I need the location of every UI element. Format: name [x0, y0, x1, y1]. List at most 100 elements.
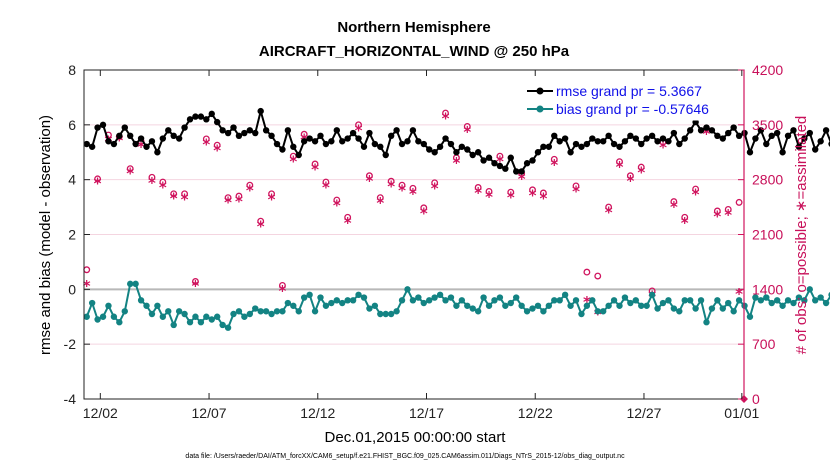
obs-possible-point — [637, 163, 645, 171]
bias-point — [295, 308, 302, 315]
rmse-point — [491, 160, 498, 167]
rmse-point — [784, 132, 792, 139]
bias-point — [491, 297, 498, 304]
obs-assimilated-point: * — [496, 153, 504, 171]
obs-possible-point — [224, 194, 232, 202]
rmse-point — [132, 140, 139, 148]
obs-possible-point — [202, 135, 210, 143]
rmse-point — [121, 124, 128, 131]
obs-possible-point — [94, 175, 102, 183]
rmse-point — [599, 138, 607, 145]
obs-possible-point — [420, 204, 428, 212]
obs-possible-point — [550, 155, 558, 163]
bias-point — [170, 321, 177, 329]
obs-possible-point — [529, 186, 536, 194]
rmse-point — [578, 143, 585, 150]
bias-point — [735, 297, 743, 304]
obs-possible-point — [485, 187, 493, 195]
rmse-point — [790, 127, 797, 134]
obs-possible-point — [431, 179, 439, 187]
x-tick-label: 12/17 — [409, 405, 444, 421]
obs-possible-point — [387, 177, 395, 185]
obs-assimilated-point: * — [311, 160, 319, 178]
obs-assimilated-point: * — [518, 170, 526, 188]
rmse-point — [404, 138, 411, 145]
bias-point — [137, 297, 145, 304]
rmse-point — [697, 127, 705, 134]
bias-point — [578, 310, 585, 318]
rmse-point — [208, 110, 215, 118]
legend-box — [521, 81, 743, 121]
rmse-point — [246, 127, 254, 134]
legend-bias-marker — [536, 105, 544, 113]
rmse-point — [681, 135, 688, 142]
bias-point — [697, 297, 705, 304]
rmse-point — [387, 132, 395, 139]
rmse-point — [295, 151, 302, 159]
bias-point — [812, 297, 819, 304]
rmse-point — [551, 132, 558, 139]
obs-possible-point — [213, 141, 221, 149]
rmse-point — [192, 113, 199, 120]
bias-point — [523, 308, 531, 315]
obs-assimilated-point: * — [529, 186, 537, 204]
rmse-point — [513, 168, 520, 175]
obs-possible-point — [507, 188, 515, 196]
rmse-point — [746, 149, 754, 156]
rmse-point — [507, 154, 514, 161]
obs-assimilated-point: * — [289, 153, 297, 171]
bias-point — [360, 294, 368, 301]
rmse-point — [654, 138, 661, 145]
rmse-point — [801, 135, 808, 142]
obs-assimilated-point: * — [94, 175, 102, 193]
bias-point — [181, 310, 188, 318]
obs-possible-point — [148, 173, 156, 181]
y2-tick-label: 3500 — [752, 117, 783, 133]
rmse-point — [795, 143, 803, 150]
bias-point — [447, 294, 455, 301]
bias-point — [458, 297, 466, 304]
bias-point — [398, 297, 406, 304]
rmse-point — [822, 127, 830, 134]
obs-assimilated-point: * — [681, 214, 689, 232]
bias-point — [105, 302, 112, 309]
rmse-point — [197, 113, 205, 120]
bias-point — [746, 313, 754, 320]
bias-point — [339, 299, 346, 307]
bias-point — [529, 305, 536, 312]
rmse-point — [360, 143, 368, 150]
bias-point — [795, 294, 803, 301]
rmse-point — [349, 129, 357, 137]
obs-possible-point — [670, 198, 678, 206]
bias-point — [273, 308, 281, 315]
bias-point — [110, 313, 118, 320]
obs-possible-point — [724, 205, 732, 213]
y-tick-label: 0 — [68, 281, 76, 297]
bias-point — [648, 291, 656, 299]
bias-point — [197, 319, 205, 326]
bias-point — [502, 302, 509, 309]
bias-point — [464, 302, 471, 309]
bias-point — [703, 319, 710, 326]
rmse-point — [703, 124, 710, 131]
bias-point — [88, 299, 96, 307]
obs-assimilated-point: * — [713, 207, 721, 225]
bias-point — [643, 302, 650, 309]
rmse-point — [447, 140, 455, 148]
y-tick-label: -4 — [64, 391, 77, 407]
bias-point — [790, 299, 797, 307]
rmse-point — [806, 129, 813, 137]
obs-possible-point — [474, 184, 482, 191]
rmse-point — [393, 127, 400, 134]
x-tick-label: 12/22 — [518, 405, 553, 421]
bias-point — [203, 313, 210, 320]
rmse-point — [534, 149, 542, 156]
rmse-point — [540, 143, 547, 150]
rmse-point — [230, 124, 237, 131]
bias-point — [752, 294, 759, 301]
rmse-point — [257, 107, 264, 115]
rmse-point — [262, 127, 270, 134]
bias-point — [355, 291, 362, 299]
bias-point — [317, 294, 324, 301]
bias-point — [773, 297, 781, 304]
